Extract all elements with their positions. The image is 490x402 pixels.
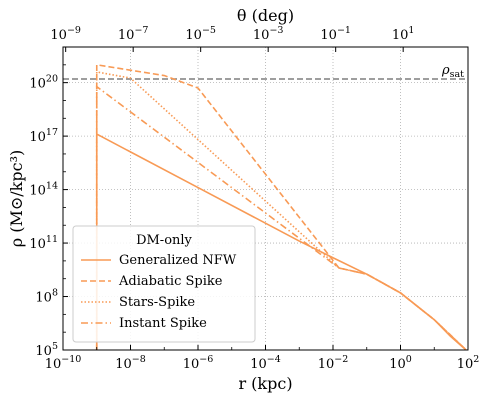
- y-tick-label: 1020: [29, 74, 58, 92]
- x-tick-label: 10−2: [318, 354, 349, 372]
- y-axis-title: ρ (M⊙/kpc³): [7, 150, 26, 247]
- top-tick-label: 10−7: [118, 25, 149, 43]
- top-tick-label: 10−1: [320, 25, 351, 43]
- legend-label: Stars-Spike: [119, 295, 195, 310]
- y-tick-label: 1011: [29, 234, 58, 252]
- y-tick-label: 105: [35, 341, 58, 359]
- x-tick-label: 100: [389, 354, 412, 372]
- x-tick-label: 10−6: [183, 354, 214, 372]
- top-tick-label: 10−9: [50, 25, 81, 43]
- x-tick-label: 10−4: [250, 354, 281, 372]
- series-group: [95, 63, 468, 350]
- top-axis-title: θ (deg): [237, 6, 294, 25]
- saturation-label: ρsat: [441, 63, 464, 80]
- x-tick-label: 10−8: [115, 354, 146, 372]
- top-tick-label: 10−5: [185, 25, 216, 43]
- legend-label: Generalized NFW: [119, 253, 237, 268]
- x-tick-label: 10−10: [45, 354, 82, 372]
- y-tick-label: 1014: [29, 181, 58, 199]
- x-tick-label: 102: [457, 354, 480, 372]
- x-axis-title: r (kpc): [238, 374, 292, 393]
- top-tick-label: 101: [392, 25, 415, 43]
- legend-label: Instant Spike: [119, 316, 207, 331]
- legend-box: [72, 225, 256, 343]
- legend-title: DM-only: [136, 233, 192, 248]
- y-tick-label: 1017: [29, 127, 58, 145]
- legend-label: Adiabatic Spike: [118, 274, 223, 289]
- series-line-instant-spike: [95, 85, 468, 350]
- y-tick-label: 108: [35, 288, 58, 306]
- top-tick-label: 10−3: [253, 25, 284, 43]
